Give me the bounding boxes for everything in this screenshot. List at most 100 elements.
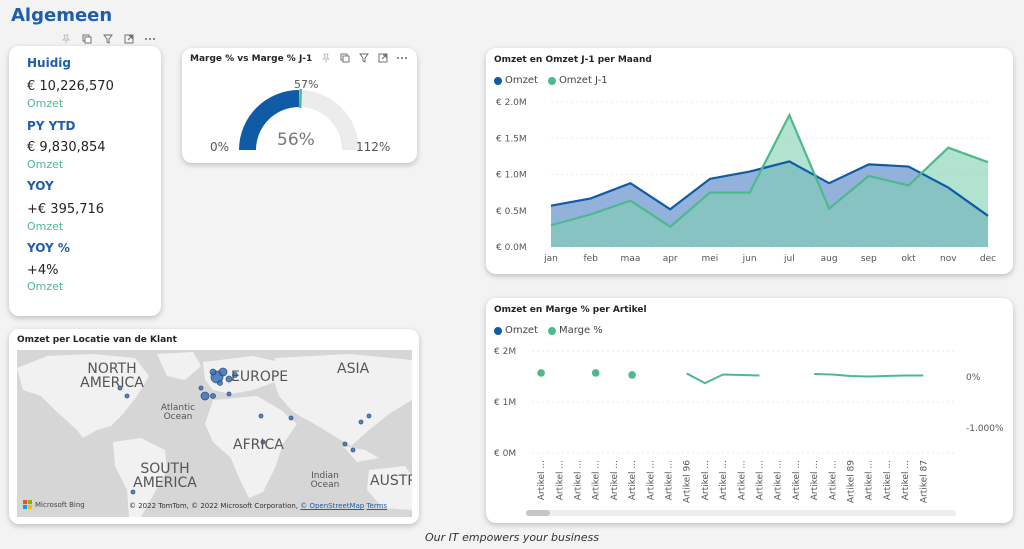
line-chart-card[interactable]: Omzet en Omzet J-1 per Maand Omzet Omzet…	[486, 48, 1013, 274]
map-bubble	[366, 413, 372, 419]
x-tick-label: Artikel ...	[719, 460, 729, 500]
x-tick-label: Artikel ...	[883, 460, 893, 500]
legend-label: Marge %	[558, 325, 603, 336]
gauge-target-label: 57%	[294, 78, 319, 91]
map-terms-link[interactable]: Terms	[366, 502, 388, 510]
kpi-value-py-ytd: € 9,830,854	[27, 140, 106, 155]
map-osm-link[interactable]: © OpenStreetMap	[300, 502, 365, 510]
legend-omzet[interactable]: Omzet	[494, 325, 538, 336]
marge-point	[591, 369, 600, 377]
x-tick-label: nov	[940, 254, 957, 264]
x-tick-label: Artikel ...	[756, 460, 766, 500]
copy-icon[interactable]	[81, 33, 93, 45]
expand-icon[interactable]	[377, 52, 389, 64]
y-right-tick-label: 0%	[966, 373, 981, 383]
map-south-america	[113, 438, 167, 517]
legend-omzet[interactable]: Omzet	[494, 75, 538, 86]
pin-icon[interactable]	[60, 33, 72, 45]
x-tick-label: Artikel ...	[792, 460, 802, 500]
x-tick-label: Artikel 89	[847, 460, 857, 503]
expand-icon[interactable]	[123, 33, 135, 45]
map-card[interactable]: Omzet per Locatie van de Klant	[9, 329, 419, 524]
kpi-visual-header	[60, 33, 156, 45]
map-africa	[205, 396, 297, 498]
y-right-tick-label: -1.000%	[966, 424, 1004, 434]
map-label-africa: AFRICA	[233, 437, 284, 453]
map-label-europe: EUROPE	[231, 369, 289, 385]
microsoft-logo-icon	[23, 500, 32, 509]
copy-icon[interactable]	[339, 52, 351, 64]
marge-line	[814, 372, 924, 378]
kpi-sub-py-ytd: Omzet	[27, 158, 64, 171]
y-tick-label: € 2.0M	[496, 98, 527, 108]
gauge-card[interactable]: Marge % vs Marge % J-1 57% 56% 0% 112%	[182, 48, 417, 163]
page-title: Algemeen	[11, 5, 113, 26]
map-bubble	[130, 489, 136, 495]
footer-tagline: Our IT empowers your business	[425, 531, 599, 544]
gauge-target-line	[298, 88, 302, 109]
y-tick-label: € 1.5M	[496, 134, 527, 144]
map-label-australia: AUSTR	[370, 473, 412, 489]
filter-icon[interactable]	[358, 52, 370, 64]
kpi-value-huidig: € 10,226,570	[27, 79, 114, 94]
x-tick-label: apr	[663, 254, 678, 264]
map-attribution: © 2022 TomTom, © 2022 Microsoft Corporat…	[129, 502, 387, 510]
x-tick-label: maa	[621, 254, 641, 264]
legend-dot-icon	[547, 326, 556, 335]
bar-chart-scrollbar[interactable]	[526, 510, 956, 516]
y-left-tick-label: € 1M	[494, 398, 516, 408]
more-icon[interactable]	[144, 33, 156, 45]
map-copyright: © 2022 TomTom, © 2022 Microsoft Corporat…	[129, 502, 299, 510]
filter-icon[interactable]	[102, 33, 114, 45]
scrollbar-thumb[interactable]	[526, 510, 550, 516]
x-tick-label: Artikel 87	[919, 460, 929, 503]
x-tick-label: Artikel ...	[610, 460, 620, 500]
map-bubble	[117, 385, 123, 391]
map-north-america	[17, 354, 149, 438]
map-australia	[367, 466, 412, 510]
map-title: Omzet per Locatie van de Klant	[17, 335, 177, 345]
pin-icon[interactable]	[320, 52, 332, 64]
bar-chart-card[interactable]: Omzet en Marge % per Artikel Omzet Marge…	[486, 298, 1013, 523]
map-bubble	[258, 413, 264, 419]
map-label-indian: Indian Ocean	[310, 471, 340, 490]
map-indonesia	[343, 446, 379, 462]
x-tick-label: Artikel ...	[592, 460, 602, 500]
x-tick-label: aug	[821, 254, 838, 264]
map-bing-logo: Microsoft Bing	[23, 500, 85, 509]
map-bubble	[225, 375, 233, 383]
map-bubble	[124, 393, 130, 399]
y-tick-label: € 0.5M	[496, 207, 527, 217]
x-tick-label: Artikel ...	[901, 460, 911, 500]
map-logo-text: Microsoft Bing	[35, 500, 85, 509]
legend-omzet-j1[interactable]: Omzet J-1	[547, 75, 608, 86]
map-bubble	[198, 385, 204, 391]
gauge-max-label: 112%	[356, 140, 391, 154]
map-bubble	[200, 391, 210, 401]
kpi-label-yoy: YOY	[27, 179, 54, 193]
map-bubble	[342, 441, 348, 447]
x-tick-label: Artikel ...	[555, 460, 565, 500]
legend-dot-icon	[547, 76, 556, 85]
kpi-sub-huidig: Omzet	[27, 97, 64, 110]
gauge-visual-header	[320, 52, 408, 64]
kpi-card[interactable]: Huidig € 10,226,570 Omzet PY YTD € 9,830…	[9, 46, 161, 316]
legend-marge[interactable]: Marge %	[547, 325, 603, 336]
area-omzet-j1	[551, 115, 988, 247]
y-tick-label: € 1.0M	[496, 171, 527, 181]
bar-chart-legend: Omzet Marge %	[494, 325, 603, 336]
map-label-asia: ASIA	[337, 361, 370, 377]
kpi-value-yoy: +€ 395,716	[27, 202, 105, 217]
kpi-value-yoy-pct: +4%	[27, 263, 59, 278]
x-tick-label: Artikel ...	[628, 460, 638, 500]
map-canvas[interactable]: NORTH AMERICA EUROPE ASIA AFRICA SOUTH A…	[17, 350, 412, 517]
map-label-north-america: NORTH AMERICA	[80, 361, 144, 391]
x-tick-label: Artikel ...	[737, 460, 747, 500]
y-left-tick-label: € 2M	[494, 347, 516, 357]
kpi-label-py-ytd: PY YTD	[27, 119, 76, 133]
marge-point	[537, 369, 545, 377]
x-tick-label: sep	[861, 254, 877, 264]
kpi-sub-yoy: Omzet	[27, 220, 64, 233]
y-tick-label: € 0.0M	[496, 243, 527, 253]
more-icon[interactable]	[396, 52, 408, 64]
